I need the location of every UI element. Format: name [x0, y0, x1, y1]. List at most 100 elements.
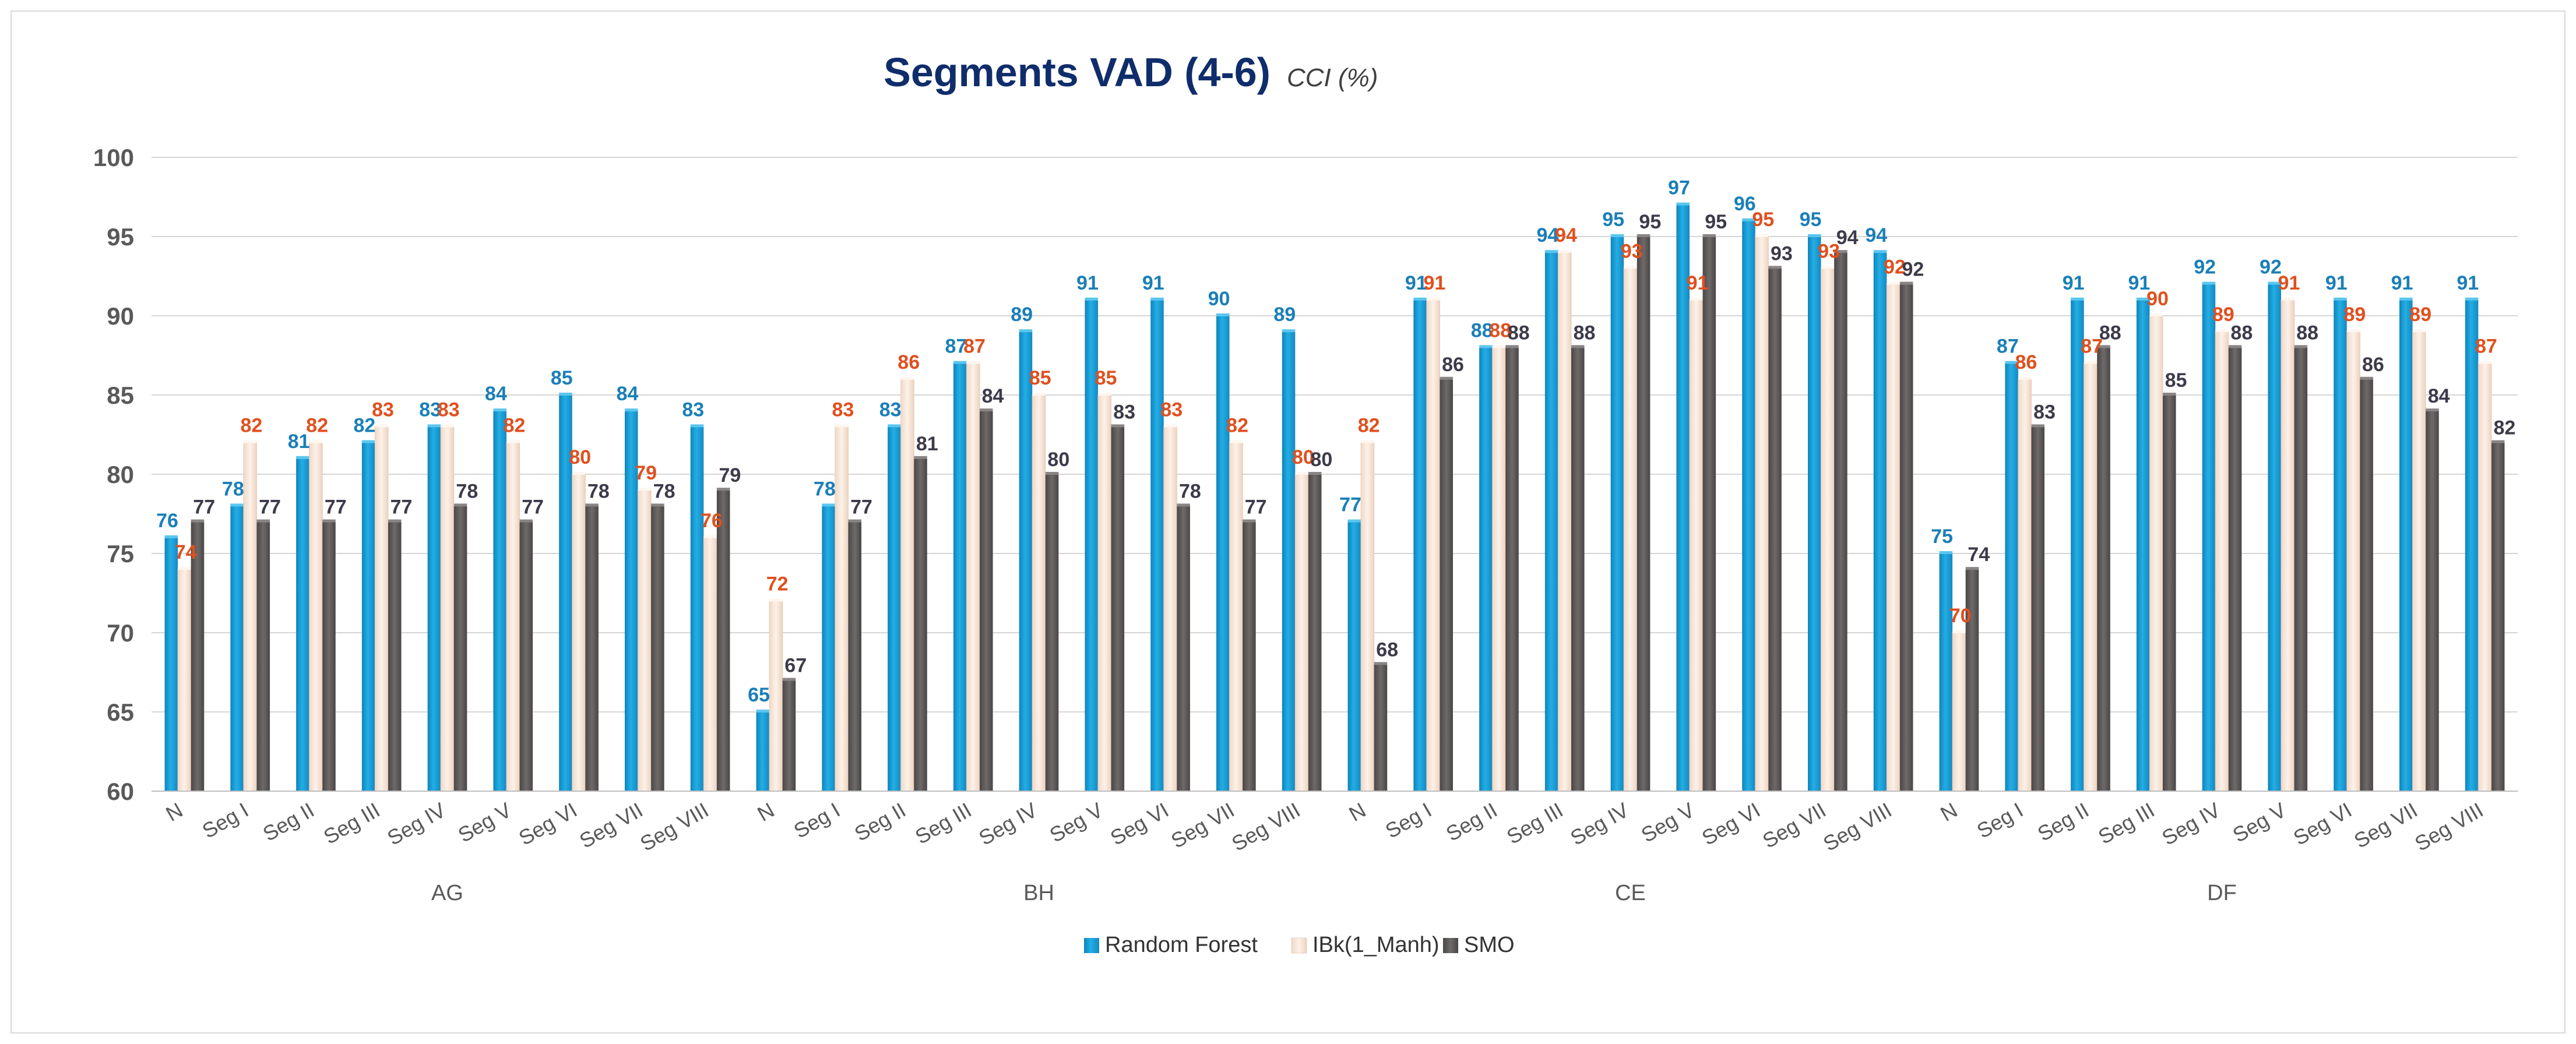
bar-ag-seg-iii-smo — [388, 521, 402, 791]
bar-ag-seg-vi-smo — [585, 506, 599, 791]
bar-cap-df-seg-i-ibk-1-manh — [2018, 376, 2032, 380]
bar-cap-ag-seg-vi-ibk-1-manh — [572, 472, 586, 475]
bar-cap-bh-seg-vi-random-forest — [1150, 297, 1164, 301]
x-tick-label-bh-seg-ii: Seg II — [850, 798, 910, 846]
chart-subtitle: CCI (%) — [1287, 64, 1378, 92]
bar-ce-seg-vii-smo — [1834, 252, 1847, 791]
bar-cap-ag-n-random-forest — [164, 535, 178, 538]
data-label-ce-seg-i-smo: 86 — [1442, 354, 1464, 376]
bar-df-seg-vii-random-forest — [2399, 299, 2413, 791]
bar-chart: Segments VAD (4-6) CCI (%) 60 65 70 75 80 85 9… — [93, 50, 2518, 957]
bar-cap-df-n-smo — [1965, 567, 1979, 570]
bar-cap-bh-seg-v-smo — [1111, 424, 1125, 428]
data-label-bh-seg-iv-smo: 80 — [1047, 449, 1069, 471]
bar-df-seg-iv-smo — [2228, 347, 2242, 791]
data-label-ce-n-random-forest: 77 — [1339, 494, 1361, 516]
bar-cap-ce-seg-viii-random-forest — [1873, 250, 1887, 253]
bar-bh-n-random-forest — [756, 712, 770, 791]
bar-df-seg-viii-ibk-1-manh — [2478, 363, 2492, 792]
bar-df-seg-v-smo — [2294, 347, 2308, 791]
bar-cap-ag-seg-iii-random-forest — [361, 440, 375, 443]
bar-cap-ce-n-random-forest — [1347, 519, 1361, 523]
data-label-df-seg-iv-smo: 88 — [2230, 322, 2253, 344]
bar-cap-ce-n-ibk-1-manh — [1361, 440, 1374, 443]
data-label-bh-seg-i-smo: 77 — [850, 496, 872, 519]
bar-cap-bh-seg-vii-random-forest — [1216, 313, 1230, 316]
y-tick-label-65: 65 — [107, 699, 134, 726]
bar-ce-seg-iii-smo — [1571, 347, 1585, 791]
bar-ag-seg-i-random-forest — [230, 506, 244, 791]
data-label-df-seg-vi-smo: 86 — [2362, 354, 2384, 376]
bar-cap-ag-seg-iv-random-forest — [427, 424, 441, 428]
data-label-df-seg-vii-random-forest: 91 — [2391, 272, 2413, 294]
bar-bh-seg-iv-random-forest — [1019, 331, 1033, 791]
bar-ag-seg-vii-random-forest — [625, 411, 638, 791]
bar-cap-bh-seg-iv-ibk-1-manh — [1032, 393, 1046, 396]
bar-ce-n-ibk-1-manh — [1360, 442, 1375, 792]
x-tick-label-ag-seg-v: Seg V — [454, 798, 515, 847]
data-label-ce-n-ibk-1-manh: 82 — [1358, 415, 1380, 437]
data-label-ce-seg-iv-ibk-1-manh: 93 — [1621, 240, 1643, 262]
bar-cap-df-seg-iii-ibk-1-manh — [2149, 313, 2163, 316]
data-label-ce-seg-vii-random-forest: 95 — [1800, 209, 1822, 231]
data-label-df-seg-viii-random-forest: 91 — [2457, 272, 2479, 294]
bar-cap-ce-seg-viii-smo — [1899, 281, 1913, 285]
bar-ag-seg-ii-smo — [322, 521, 336, 791]
bar-cap-ce-seg-vi-random-forest — [1742, 218, 1755, 221]
bar-cap-ag-seg-vii-ibk-1-manh — [638, 488, 652, 491]
bar-cap-ce-seg-vii-random-forest — [1808, 234, 1821, 237]
bar-df-n-ibk-1-manh — [1952, 632, 1966, 792]
data-label-ce-seg-ii-random-forest: 88 — [1471, 319, 1493, 341]
data-label-ce-seg-vi-random-forest: 96 — [1734, 193, 1756, 215]
data-label-df-seg-ii-random-forest: 91 — [2063, 272, 2085, 294]
bar-bh-seg-ii-ibk-1-manh — [900, 379, 914, 792]
data-label-ag-seg-v-ibk-1-manh: 82 — [504, 415, 526, 437]
bar-cap-df-seg-i-smo — [2031, 424, 2044, 428]
bar-cap-bh-seg-i-ibk-1-manh — [835, 424, 849, 428]
bar-cap-ag-seg-v-ibk-1-manh — [506, 440, 520, 443]
bar-cap-ag-seg-ii-smo — [322, 519, 336, 523]
data-label-ce-seg-vii-ibk-1-manh: 93 — [1818, 240, 1840, 262]
data-label-df-seg-v-random-forest: 92 — [2260, 256, 2282, 278]
bar-cap-bh-n-smo — [782, 678, 796, 681]
bar-cap-df-seg-vii-smo — [2426, 408, 2439, 412]
bar-cap-ag-seg-v-random-forest — [493, 408, 506, 412]
bar-ce-seg-vi-random-forest — [1742, 220, 1755, 791]
bar-cap-df-seg-v-smo — [2294, 345, 2308, 348]
bar-cap-ag-seg-ii-random-forest — [296, 456, 309, 459]
bar-bh-seg-iv-ibk-1-manh — [1032, 394, 1046, 792]
data-label-ag-seg-ii-smo: 77 — [325, 496, 347, 519]
bar-ce-n-random-forest — [1347, 521, 1361, 791]
bar-cap-ce-seg-iii-smo — [1571, 345, 1585, 348]
data-label-ag-seg-vi-ibk-1-manh: 80 — [569, 446, 591, 468]
data-label-bh-seg-iv-random-forest: 89 — [1011, 304, 1033, 326]
data-label-ag-seg-ii-ibk-1-manh: 82 — [306, 415, 328, 437]
data-label-bh-seg-ii-ibk-1-manh: 86 — [898, 351, 920, 373]
bar-cap-df-seg-viii-random-forest — [2465, 297, 2479, 301]
legend-swatch-smo — [1443, 938, 1458, 953]
bar-bh-seg-vii-smo — [1243, 521, 1256, 791]
bar-bh-seg-vii-random-forest — [1216, 316, 1230, 791]
chart-title: Segments VAD (4-6) — [884, 50, 1271, 95]
bar-cap-ag-seg-viii-smo — [716, 488, 730, 491]
bar-ce-seg-ii-ibk-1-manh — [1492, 347, 1506, 792]
bar-cap-ag-seg-iv-ibk-1-manh — [441, 424, 454, 428]
bar-df-seg-iii-random-forest — [2136, 299, 2150, 791]
data-label-ce-seg-i-random-forest: 91 — [1405, 272, 1427, 294]
x-tick-label-df-seg-ii: Seg II — [2033, 798, 2093, 846]
bar-ag-n-smo — [191, 521, 205, 791]
bar-bh-seg-ii-smo — [914, 458, 927, 791]
bar-cap-ag-seg-ii-ibk-1-manh — [309, 440, 323, 443]
bar-cap-df-seg-viii-ibk-1-manh — [2478, 361, 2491, 364]
bar-cap-ag-seg-i-ibk-1-manh — [243, 440, 257, 443]
bar-ag-seg-viii-smo — [716, 490, 730, 791]
bar-df-seg-v-random-forest — [2268, 284, 2281, 792]
bar-bh-seg-ii-random-forest — [888, 426, 901, 791]
bar-cap-ag-seg-vii-smo — [651, 503, 664, 507]
bar-cap-ag-seg-i-random-forest — [230, 503, 244, 507]
data-label-bh-seg-iii-random-forest: 87 — [945, 336, 967, 358]
bar-df-seg-iv-random-forest — [2202, 284, 2216, 792]
bar-df-seg-v-ibk-1-manh — [2281, 299, 2295, 792]
data-label-bh-n-smo: 67 — [784, 655, 807, 677]
bar-df-seg-ii-ibk-1-manh — [2084, 363, 2098, 792]
